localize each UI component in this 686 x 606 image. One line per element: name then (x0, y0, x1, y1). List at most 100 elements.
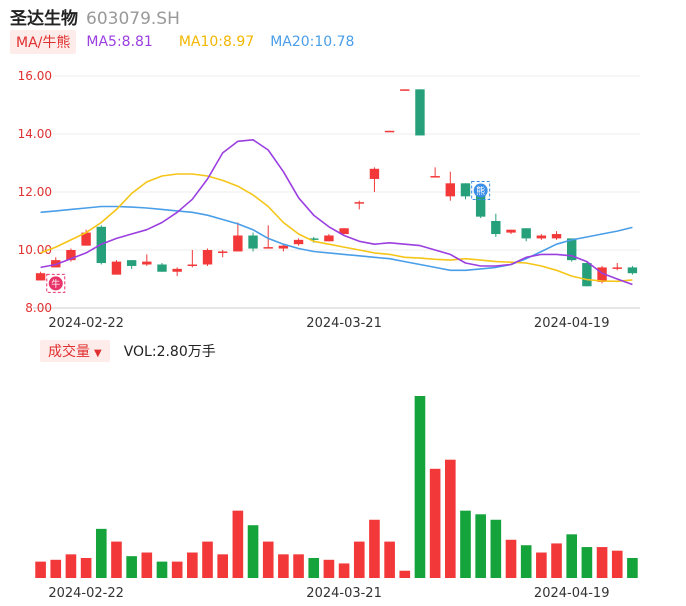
candle (384, 130, 395, 133)
candle (157, 263, 167, 272)
volume-bar (384, 541, 395, 578)
volume-bar (353, 541, 365, 578)
volume-value: VOL:2.80万手 (123, 344, 216, 360)
candle (567, 238, 577, 262)
volume-bar (475, 514, 486, 578)
candle-body (400, 89, 410, 91)
volume-indicator-label: 成交量 (48, 344, 90, 360)
candle (126, 260, 137, 269)
volume-bar (536, 552, 547, 578)
volume-bar (293, 554, 304, 578)
volume-bar (399, 570, 411, 578)
volume-bar (65, 554, 77, 578)
candle-body (567, 238, 577, 261)
stock-code: 603079.SH (86, 9, 180, 29)
candle-body (66, 250, 76, 261)
candle-body (475, 194, 486, 217)
candle (460, 183, 471, 200)
volume-date-axis: 2024-02-22 2024-03-21 2024-04-19 (48, 586, 609, 601)
volume-bar (262, 541, 274, 578)
candle (369, 167, 380, 192)
candle (202, 248, 213, 266)
candle (612, 263, 622, 271)
ma-lines (40, 139, 633, 286)
ma10-legend: MA10:8.97 (178, 34, 255, 50)
ma5-legend: MA5:8.81 (86, 34, 153, 50)
candle (354, 200, 364, 210)
ma-indicator-button[interactable]: MA/牛熊 (10, 30, 77, 54)
marker-label: 牛 (51, 278, 60, 290)
candle-body (384, 130, 395, 133)
candle (491, 213, 501, 237)
candle (430, 167, 440, 178)
volume-bar (445, 459, 456, 578)
candle (278, 244, 289, 252)
volume-x-tick-label: 2024-02-22 (48, 586, 124, 601)
y-tick-label: 12.00 (18, 185, 52, 199)
volume-bar (369, 519, 380, 578)
volume-bar (50, 559, 62, 578)
candle-body (491, 221, 501, 235)
ma20-legend: MA20:10.78 (270, 34, 355, 50)
volume-bar (505, 539, 517, 578)
volume-x-tick-label: 2024-03-21 (306, 586, 382, 601)
volume-bar (202, 541, 213, 578)
volume-bar (278, 554, 289, 578)
marker-circle (48, 276, 63, 291)
volume-bar (308, 557, 320, 578)
stock-header: 圣达生物 603079.SH (10, 4, 180, 29)
y-tick-label: 8.00 (25, 301, 52, 315)
candle (536, 234, 547, 240)
candle-body (445, 183, 456, 197)
volume-indicator-dropdown[interactable]: 成交量 ▼ (40, 340, 110, 362)
candle-body (248, 235, 258, 249)
x-tick-label: 2024-04-19 (534, 316, 610, 331)
candle-body (217, 251, 228, 253)
volume-bar (596, 547, 608, 578)
candle-body (460, 183, 471, 197)
candle (445, 171, 456, 201)
volume-bar (566, 534, 578, 578)
volume-bars (35, 396, 638, 578)
volume-bar (627, 557, 638, 578)
candle-body (627, 267, 638, 274)
candle-body (324, 235, 334, 242)
candle (248, 232, 258, 252)
volume-bar (35, 561, 46, 578)
candle (187, 250, 198, 268)
signal-markers: 牛熊 (46, 181, 491, 293)
marker-circle (473, 183, 488, 198)
y-tick-label: 16.00 (18, 69, 52, 83)
candle (142, 254, 152, 266)
volume-bar (141, 552, 153, 578)
candle-body (521, 228, 531, 239)
candle-body (202, 250, 213, 265)
candle-body (309, 238, 319, 240)
volume-bar (581, 547, 593, 578)
volume-x-tick-label: 2024-04-19 (534, 586, 610, 601)
x-tick-label: 2024-02-22 (48, 316, 124, 331)
bull-marker-icon: 牛 (46, 273, 66, 293)
volume-bar (171, 561, 183, 578)
y-tick-label: 10.00 (18, 243, 52, 257)
candle-body (278, 245, 289, 249)
ma-legend: MA/牛熊 MA5:8.81 MA10:8.97 MA20:10.78 (10, 30, 354, 54)
candle-body (172, 268, 182, 272)
candle-body (233, 235, 243, 252)
candles (35, 89, 638, 287)
ma5-line (40, 139, 633, 286)
candle-body (430, 176, 440, 178)
price-axis: 16.00 14.00 12.00 10.00 8.00 (18, 69, 52, 315)
volume-bar (80, 557, 92, 578)
volume-bar (520, 545, 532, 578)
candle-body (35, 273, 46, 281)
volume-bar (611, 550, 623, 578)
bear-marker-icon: 熊 (471, 181, 491, 201)
marker-label: 熊 (476, 185, 485, 197)
candle-body (293, 239, 304, 245)
volume-bar (187, 552, 198, 578)
candle (415, 89, 425, 136)
volume-bar (460, 510, 471, 578)
candle (400, 89, 410, 91)
